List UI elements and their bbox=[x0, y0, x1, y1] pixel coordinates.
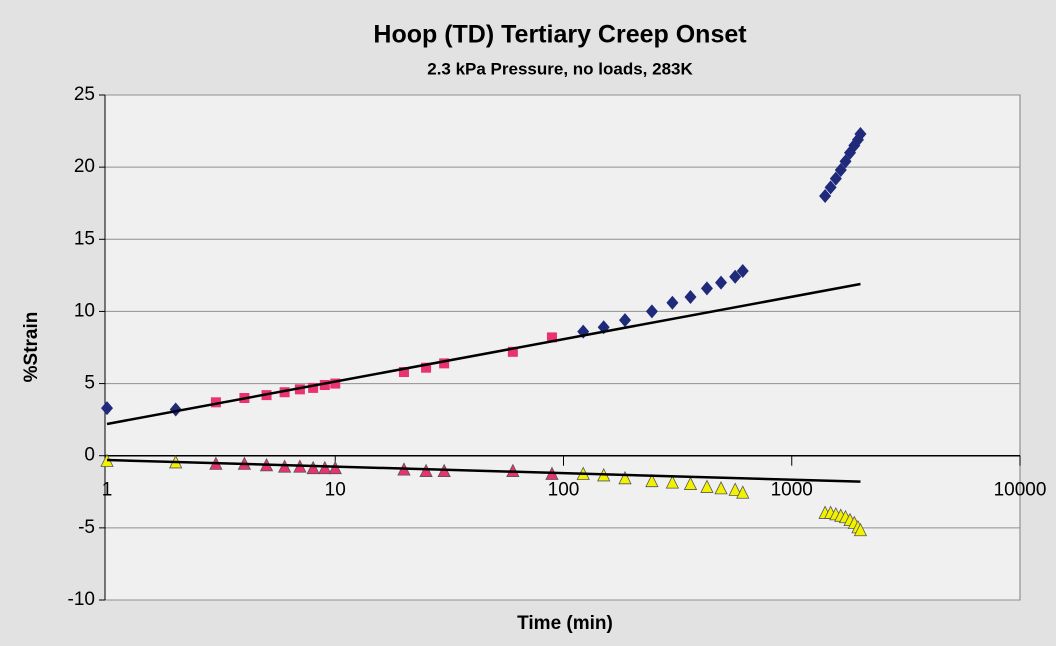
x-tick-label: 10 bbox=[325, 480, 346, 501]
chart-subtitle: 2.3 kPa Pressure, no loads, 283K bbox=[427, 59, 693, 78]
data-point bbox=[829, 171, 842, 186]
data-point bbox=[619, 313, 632, 328]
data-point bbox=[101, 401, 113, 416]
plot-area bbox=[104, 94, 1021, 601]
data-point bbox=[169, 402, 182, 417]
data-point bbox=[210, 397, 221, 408]
data-point bbox=[507, 346, 518, 357]
data-point bbox=[319, 380, 330, 391]
data-point bbox=[618, 470, 632, 485]
data-point bbox=[700, 479, 714, 493]
y-tick-label: -5 bbox=[78, 517, 95, 538]
data-point bbox=[666, 295, 679, 310]
chart-title: Hoop (TD) Tertiary Creep Onset bbox=[373, 21, 747, 49]
y-tick-label: 20 bbox=[74, 156, 95, 177]
data-point bbox=[308, 382, 319, 393]
data-point bbox=[714, 481, 728, 495]
data-point bbox=[645, 473, 659, 488]
data-point bbox=[728, 482, 742, 496]
data-point bbox=[700, 281, 713, 296]
data-point bbox=[665, 475, 680, 489]
y-tick-label: 5 bbox=[84, 373, 95, 394]
y-axis-label: %Strain bbox=[21, 312, 42, 383]
data-point bbox=[398, 367, 409, 378]
data-point bbox=[439, 358, 450, 369]
data-point bbox=[854, 126, 867, 141]
data-point bbox=[684, 290, 697, 304]
x-tick-label: 1 bbox=[102, 480, 113, 501]
trend-line bbox=[106, 282, 861, 426]
x-axis-label: Time (min) bbox=[517, 613, 613, 634]
data-point bbox=[834, 163, 847, 178]
data-point bbox=[306, 460, 320, 475]
trend-line bbox=[106, 458, 861, 483]
data-point bbox=[824, 180, 837, 195]
y-tick-label: -10 bbox=[68, 589, 95, 610]
x-tick-label: 10000 bbox=[994, 480, 1047, 501]
data-point bbox=[645, 304, 658, 319]
y-tick-label: 15 bbox=[74, 228, 95, 249]
data-point bbox=[421, 362, 432, 373]
data-point bbox=[419, 463, 433, 477]
data-point bbox=[819, 189, 832, 203]
data-point bbox=[683, 476, 698, 490]
data-point bbox=[546, 332, 557, 343]
x-tick-label: 1000 bbox=[771, 480, 813, 501]
data-point bbox=[330, 378, 341, 389]
data-point bbox=[736, 485, 750, 499]
y-tick-label: 10 bbox=[74, 300, 95, 321]
x-tick-label: 100 bbox=[548, 480, 580, 501]
data-point bbox=[729, 269, 742, 284]
data-point bbox=[318, 460, 332, 475]
y-tick-label: 25 bbox=[74, 84, 95, 105]
y-tick-label: 0 bbox=[84, 445, 95, 466]
data-point bbox=[736, 264, 749, 279]
data-point bbox=[715, 275, 728, 290]
data-point bbox=[853, 522, 868, 537]
